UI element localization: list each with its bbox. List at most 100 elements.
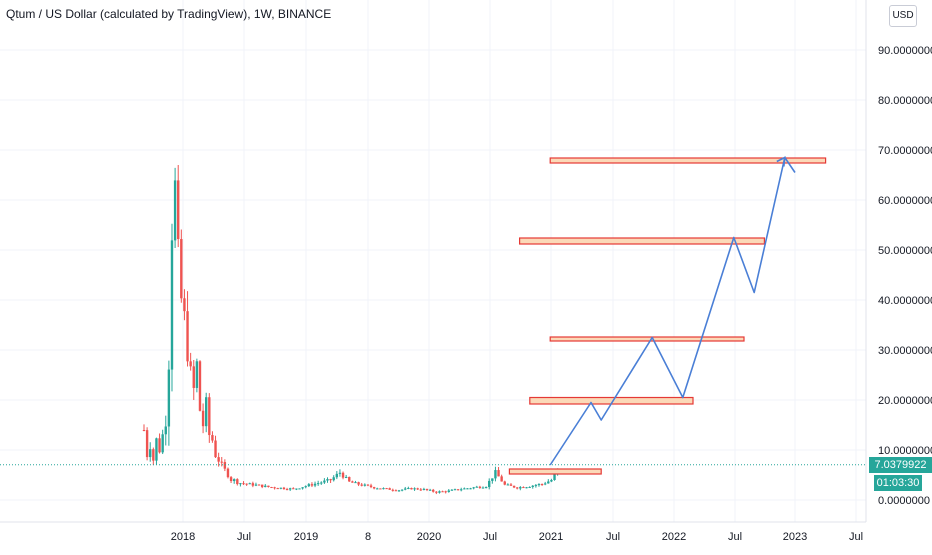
price-tick-label: 80.0000000 (878, 95, 932, 107)
candle-up (463, 488, 466, 490)
zone-rectangle[interactable] (518, 237, 765, 245)
candle-down (245, 483, 248, 485)
candle-up (298, 488, 301, 490)
zone-rectangle[interactable] (549, 157, 827, 164)
candle-down (360, 484, 363, 486)
price-tick-label: 50.0000000 (878, 245, 932, 257)
candle-down (416, 488, 419, 490)
candle-down (310, 484, 314, 486)
candle-down (385, 488, 388, 490)
candle-up (320, 482, 323, 484)
candle-up (195, 361, 199, 388)
candle-up (149, 449, 152, 458)
candle-down (441, 491, 444, 493)
candle-up (332, 477, 335, 481)
candle-up (475, 486, 478, 488)
candle-down (410, 487, 413, 490)
candle-down (251, 483, 255, 486)
candle-up (400, 489, 404, 491)
candle-up (301, 487, 304, 489)
time-axis[interactable]: 2018 Jul 2019 8 2020 Jul 2021 Jul 2022 Jul 2023 Jul (171, 531, 863, 543)
candle-up (472, 487, 475, 489)
candle-down (285, 489, 289, 491)
candle-down (220, 461, 223, 463)
candle-up (447, 490, 450, 492)
time-tick-label: Jul (728, 531, 742, 543)
candle-down (341, 472, 345, 478)
price-tick-label: 90.0000000 (878, 45, 932, 57)
candle-down (242, 483, 245, 485)
candle-down (388, 488, 391, 490)
time-tick-label: Jul (237, 531, 251, 543)
time-tick-label: 2020 (417, 531, 441, 543)
candle-up (354, 482, 357, 484)
candle-up (460, 489, 463, 491)
support-resistance-zones[interactable] (508, 157, 827, 475)
candle-down (369, 485, 373, 488)
candle-down (180, 239, 183, 299)
candle-up (376, 488, 379, 490)
candle-down (329, 479, 332, 481)
bar-countdown-label: 01:03:30 (874, 475, 922, 491)
price-tick-label: 70.0000000 (878, 145, 932, 157)
candle-down (391, 489, 394, 491)
candle-down (192, 366, 195, 388)
zone-rectangle[interactable] (508, 468, 602, 475)
candle-up (248, 483, 251, 485)
chart-title: Qtum / US Dollar (calculated by TradingV… (6, 7, 332, 21)
candle-down (186, 311, 189, 362)
candle-down (214, 440, 217, 458)
candle-up (304, 486, 307, 488)
candle-up (466, 488, 469, 490)
time-tick-label: 8 (365, 531, 371, 543)
time-tick-label: Jul (849, 531, 863, 543)
time-tick-label: Jul (483, 531, 497, 543)
projection-arrowhead (776, 156, 786, 167)
candle-down (444, 491, 447, 493)
price-axis[interactable]: 90.0000000 80.0000000 70.0000000 60.0000000… (878, 45, 932, 507)
candle-down (226, 468, 230, 478)
candle-up (404, 488, 407, 490)
candle-up (450, 489, 454, 491)
candle-up (173, 180, 177, 241)
candle-down (260, 484, 264, 488)
candle-down (198, 361, 202, 411)
currency-button[interactable]: USD (889, 5, 917, 27)
candle-up (484, 487, 488, 489)
candle-down (366, 484, 370, 486)
zone-rectangle[interactable] (549, 336, 745, 342)
candle-down (208, 397, 211, 436)
candle-up (550, 480, 553, 482)
time-tick-label: 2022 (662, 531, 686, 543)
candle-down (509, 484, 513, 486)
candle-down (189, 361, 192, 367)
candle-down (394, 490, 398, 492)
candle-down (351, 481, 354, 483)
candle-down (236, 479, 239, 485)
candle-up (525, 487, 528, 489)
candle-up (382, 488, 385, 490)
candle-up (316, 483, 320, 485)
candle-up (413, 488, 416, 490)
candle-up (264, 485, 267, 488)
candle-up (254, 484, 258, 486)
candle-up (422, 488, 426, 490)
price-tick-label: 20.0000000 (878, 395, 932, 407)
candle-up (553, 473, 556, 481)
price-projection-path[interactable] (549, 156, 796, 466)
candle-down (276, 488, 279, 490)
candle-down (435, 491, 438, 493)
candle-down (357, 482, 360, 485)
time-tick-label: 2019 (294, 531, 318, 543)
candle-up (155, 438, 158, 461)
projection-line[interactable] (549, 156, 796, 466)
price-tick-label: 0.0000000 (878, 495, 930, 507)
candle-up (323, 480, 326, 483)
candle-down (270, 487, 273, 489)
candle-up (167, 369, 171, 427)
candle-up (205, 397, 208, 427)
candle-up (531, 485, 534, 487)
candle-up (295, 488, 298, 490)
